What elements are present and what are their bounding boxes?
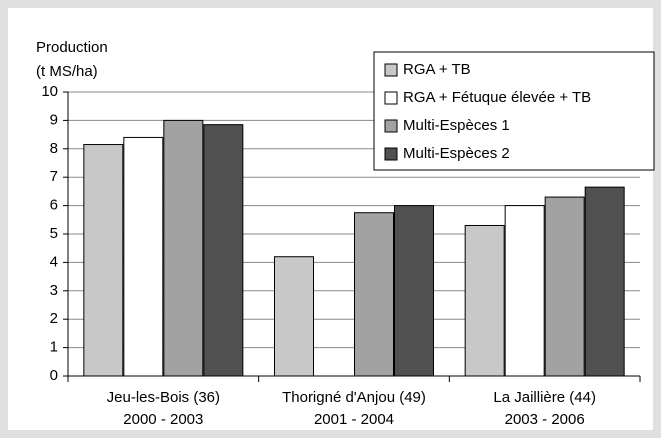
- y-tick-label: 2: [50, 310, 58, 327]
- y-tick-label: 0: [50, 367, 58, 384]
- legend-swatch: [384, 91, 398, 105]
- bar: [394, 205, 434, 377]
- x-tick-label: Jeu-les-Bois (36): [107, 389, 220, 406]
- legend: [373, 51, 655, 171]
- legend-label: RGA + TB: [403, 61, 471, 78]
- bar: [504, 205, 545, 377]
- bar: [274, 256, 314, 377]
- legend-swatch: [384, 119, 398, 133]
- bar: [464, 224, 505, 377]
- bar: [123, 136, 164, 377]
- legend-swatch: [384, 147, 398, 161]
- y-tick-label: 3: [50, 282, 58, 299]
- legend-swatch: [384, 63, 398, 77]
- y-tick-label: 10: [41, 83, 58, 100]
- x-tick-label: Thorigné d'Anjou (49): [282, 389, 426, 406]
- legend-label: RGA + Fétuque élevée + TB: [403, 89, 591, 106]
- y-tick-label: 1: [50, 339, 58, 356]
- bar: [163, 119, 204, 377]
- x-tick-label: La Jaillière (44): [493, 389, 596, 406]
- y-tick-label: 9: [50, 111, 58, 128]
- legend-label: Multi-Espèces 1: [403, 117, 510, 134]
- y-axis-label: Production: [36, 39, 108, 56]
- y-tick-label: 4: [50, 253, 58, 270]
- x-tick-label: 2003 - 2006: [505, 411, 585, 428]
- bar: [203, 124, 244, 377]
- legend-label: Multi-Espèces 2: [403, 145, 510, 162]
- y-tick-label: 5: [50, 225, 58, 242]
- y-tick-label: 8: [50, 140, 58, 157]
- x-tick-label: 2001 - 2004: [314, 411, 394, 428]
- bar: [83, 144, 124, 377]
- bar: [354, 212, 394, 377]
- y-axis-label: (t MS/ha): [36, 63, 98, 80]
- y-tick-label: 7: [50, 168, 58, 185]
- bar: [544, 196, 585, 377]
- bar: [584, 186, 625, 377]
- y-tick-label: 6: [50, 197, 58, 214]
- x-tick-label: 2000 - 2003: [123, 411, 203, 428]
